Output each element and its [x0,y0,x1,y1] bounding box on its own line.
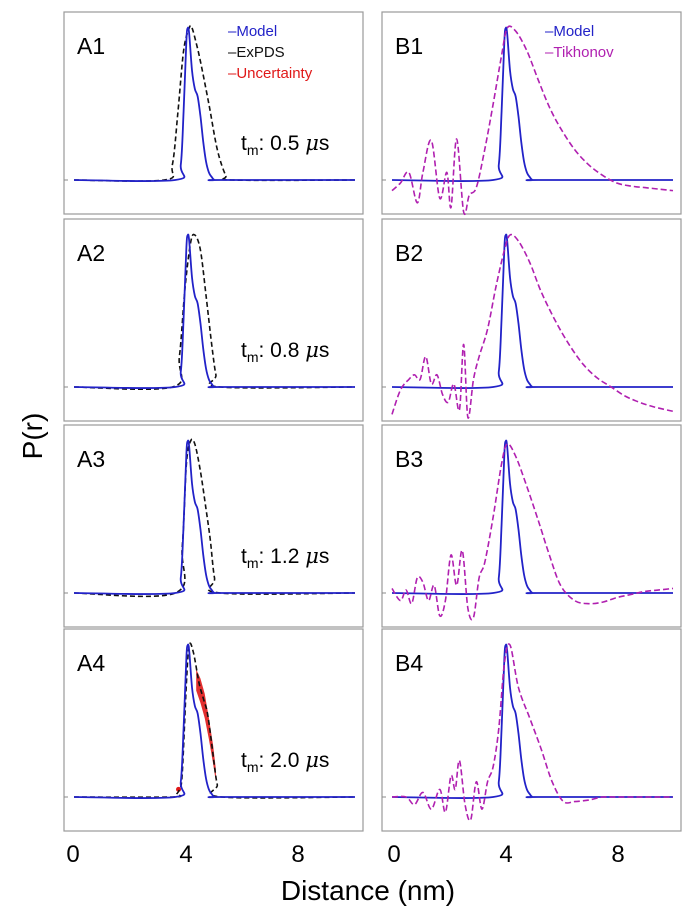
model-line [73,26,355,183]
panel-frame [381,218,682,422]
panel-frame [381,628,682,832]
panel-label: A1 [77,33,105,59]
uncertainty-band [196,669,216,782]
panel-frame [63,11,364,215]
model-line [73,233,355,390]
expds-line [73,438,356,598]
panel-a1: A1 tm: 0.5 μs –Model –ExPDS –Uncertainty [63,11,364,215]
panel-label: B1 [395,33,423,59]
tm-annotation: tm: 2.0 μs [241,748,329,775]
x-axis-title: Distance (nm) [281,875,455,906]
panel-a3: A3 tm: 1.2 μs [63,424,364,628]
tm-annotation: tm: 0.8 μs [241,338,329,365]
panel-a4: A4 tm: 2.0 μs [63,628,364,832]
panel-a2: A2 tm: 0.8 μs [63,218,364,422]
tick-label-b-4: 4 [499,841,512,868]
model-line [73,439,355,596]
model-line [73,643,355,800]
tick-label-b-8: 8 [611,841,624,868]
panel-label: B4 [395,650,423,676]
panel-b3: B3 [381,424,682,628]
panel-label: B2 [395,240,423,266]
tikhonov-line [391,25,674,215]
tm-annotation: tm: 1.2 μs [241,544,329,571]
expds-line [73,233,356,391]
panel-label: A2 [77,240,105,266]
y-axis-title: P(r) [17,413,48,460]
model-line [391,233,673,390]
panel-frame [63,424,364,628]
panel-frame [63,218,364,422]
tikhonov-line [391,443,674,621]
tikhonov-line [391,643,673,822]
legend-item-uncertainty: –Uncertainty [228,65,313,82]
model-line [391,643,673,800]
tm-annotation: tm: 0.5 μs [241,131,329,158]
tikhonov-line [391,233,674,419]
model-line [391,26,673,183]
legend-item-tikhonov: –Tikhonov [545,44,614,61]
panel-frame [63,628,364,832]
tick-label-a-8: 8 [291,841,304,868]
panels: A1 tm: 0.5 μs –Model –ExPDS –Uncertainty A2 tm… [63,11,682,832]
legend-item-model: –Model [228,23,277,40]
tick-label-a-4: 4 [179,841,192,868]
panel-b2: B2 [381,218,682,422]
panel-label: B3 [395,446,423,472]
legend-item-model: –Model [545,23,594,40]
panel-label: A4 [77,650,105,676]
tick-label-a-0: 0 [66,841,79,868]
panel-label: A3 [77,446,105,472]
panel-frame [381,424,682,628]
panel-b4: B4 [381,628,682,832]
panel-frame [381,11,682,215]
tick-label-b-0: 0 [387,841,400,868]
panel-b1: B1 –Model –Tikhonov [381,11,682,215]
legend-item-expds: –ExPDS [228,44,285,61]
expds-line [73,642,356,799]
expds-line [73,24,356,182]
model-line [391,439,673,596]
